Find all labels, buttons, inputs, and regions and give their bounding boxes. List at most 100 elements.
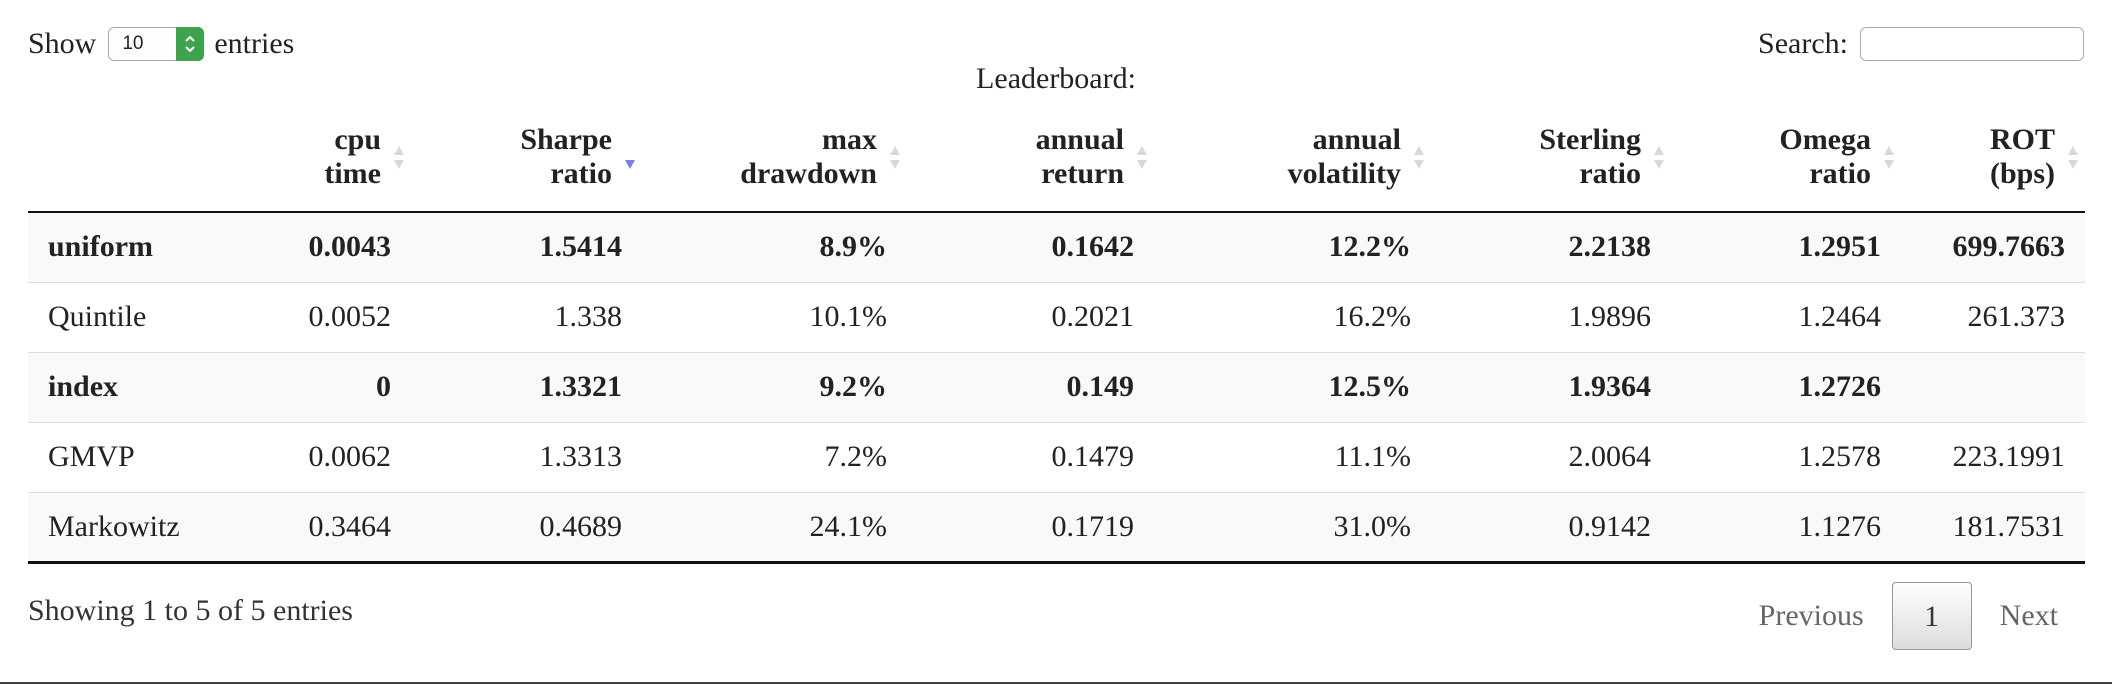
sort-both-icon [1137, 146, 1147, 169]
cell-cpu-time: 0.3464 [246, 491, 411, 564]
length-suffix-label: entries [214, 27, 295, 60]
column-header-annual-volatility[interactable]: annual volatility [1154, 110, 1431, 213]
column-header-max-drawdown[interactable]: max drawdown [642, 110, 907, 213]
cell-sharpe-ratio: 1.3313 [411, 421, 642, 492]
cell-max-drawdown: 7.2% [642, 421, 907, 492]
column-header-label: Omega [1779, 123, 1871, 156]
cell-sterling-ratio: 2.0064 [1431, 421, 1671, 492]
table-caption: Leaderboard: [976, 62, 1136, 95]
column-header-label: annual [1312, 123, 1401, 156]
table-row: index 0 1.3321 9.2% 0.149 12.5% 1.9364 1.2726 [28, 351, 2085, 422]
row-name-cell: Quintile [28, 281, 246, 352]
cell-sterling-ratio: 0.9142 [1431, 491, 1671, 564]
cell-sterling-ratio: 2.2138 [1568, 230, 1652, 264]
bottom-divider [0, 682, 2112, 684]
column-header-label: volatility [1287, 157, 1401, 190]
table-row: Quintile 0.0052 1.338 10.1% 0.2021 16.2% 1.989… [28, 281, 2085, 352]
column-header-label: return [1041, 157, 1124, 190]
row-name-cell: Markowitz [28, 491, 246, 564]
search-input[interactable] [1860, 27, 2084, 61]
sort-both-icon [2068, 146, 2078, 169]
cell-sterling-ratio: 1.9364 [1431, 351, 1671, 422]
cell-sterling-ratio: 1.9896 [1431, 281, 1671, 352]
cell-rot-bps: 181.7531 [1901, 491, 2085, 564]
cell-annual-return: 0.1719 [907, 491, 1154, 564]
column-header-sharpe-ratio[interactable]: Sharpe ratio [411, 110, 642, 213]
search-control: Search: [1758, 22, 2084, 66]
sort-both-icon [1884, 146, 1894, 169]
column-header-annual-return[interactable]: annual return [907, 110, 1154, 213]
table-row: uniform 0.0043 1.5414 8.9% 0.1642 12.2% 2.2138… [28, 212, 2085, 282]
cell-sharpe-ratio: 0.4689 [411, 491, 642, 564]
cell-rot-bps: 223.1991 [1901, 421, 2085, 492]
length-prefix-label: Show [28, 27, 97, 60]
cell-annual-volatility: 12.2% [1328, 230, 1412, 264]
column-header-label: time [324, 157, 381, 190]
cell-max-drawdown: 10.1% [642, 281, 907, 352]
column-header-rot-bps[interactable]: ROT (bps) [1901, 110, 2085, 213]
table-row: Markowitz 0.3464 0.4689 24.1% 0.1719 31.0% 0.9… [28, 491, 2085, 564]
cell-annual-return: 0.149 [907, 351, 1154, 422]
cell-omega-ratio: 1.2578 [1671, 421, 1901, 492]
cell-annual-return: 0.2021 [907, 281, 1154, 352]
sort-descending-icon [625, 160, 635, 169]
entries-length-control: Show 10 entries [28, 22, 294, 66]
sort-both-icon [890, 146, 900, 169]
cell-max-drawdown: 24.1% [642, 491, 907, 564]
cell-cpu-time: 0.0043 [308, 230, 392, 264]
column-header-label: Sterling [1539, 123, 1641, 156]
column-header-label: (bps) [1989, 157, 2055, 190]
column-header-label: Sharpe [520, 123, 612, 156]
column-header-sterling-ratio[interactable]: Sterling ratio [1431, 110, 1671, 213]
next-button[interactable]: Next [1999, 599, 2058, 632]
cell-annual-return: 0.1479 [907, 421, 1154, 492]
column-header-label: annual [1035, 123, 1124, 156]
column-header-cpu-time[interactable]: cpu time [246, 110, 411, 213]
leaderboard-table: cpu time Sharpe ratio max drawdown annual retur… [28, 110, 2085, 564]
cell-rot-bps: 699.7663 [1952, 230, 2066, 264]
column-header-omega-ratio[interactable]: Omega ratio [1671, 110, 1901, 213]
sort-both-icon [394, 146, 404, 169]
page-1-button[interactable]: 1 [1891, 582, 1972, 650]
cell-sharpe-ratio: 1.5414 [539, 230, 623, 264]
cell-max-drawdown: 9.2% [642, 351, 907, 422]
entries-length-value: 10 [122, 33, 144, 54]
row-name-cell: index [28, 351, 246, 422]
column-header-label: max [822, 123, 877, 156]
column-header-label: ratio [1809, 157, 1871, 190]
column-header-label: ratio [1579, 157, 1641, 190]
cell-annual-volatility: 11.1% [1154, 421, 1431, 492]
header-row: cpu time Sharpe ratio max drawdown annual retur… [28, 110, 2085, 213]
column-header-label: cpu [334, 123, 381, 156]
cell-cpu-time: 0.0052 [246, 281, 411, 352]
cell-sharpe-ratio: 1.338 [411, 281, 642, 352]
column-header-label: ROT [1989, 123, 2055, 156]
table-body: uniform 0.0043 1.5414 8.9% 0.1642 12.2% 2.2138… [28, 212, 2085, 564]
table-header: cpu time Sharpe ratio max drawdown annual retur… [28, 110, 2085, 213]
table-row: GMVP 0.0062 1.3313 7.2% 0.1479 11.1% 2.0064 1.2… [28, 421, 2085, 492]
cell-rot-bps: 261.373 [1901, 281, 2085, 352]
cell-cpu-time: 0 [246, 351, 411, 422]
cell-cpu-time: 0.0062 [246, 421, 411, 492]
row-name-cell: uniform [48, 230, 153, 264]
column-header-name [28, 110, 246, 213]
cell-annual-volatility: 16.2% [1154, 281, 1431, 352]
row-name-cell: GMVP [28, 421, 246, 492]
sort-both-icon [1414, 146, 1424, 169]
cell-omega-ratio: 1.2726 [1671, 351, 1901, 422]
pagination: Previous 1 Next [1733, 582, 2084, 650]
select-stepper-icon[interactable] [176, 27, 205, 61]
cell-max-drawdown: 8.9% [819, 230, 888, 264]
previous-button[interactable]: Previous [1758, 599, 1864, 632]
entries-length-select[interactable]: 10 [108, 27, 205, 61]
cell-annual-return: 0.1642 [1051, 230, 1135, 264]
cell-sharpe-ratio: 1.3321 [411, 351, 642, 422]
cell-annual-volatility: 12.5% [1154, 351, 1431, 422]
cell-omega-ratio: 1.2951 [1798, 230, 1882, 264]
column-header-label: ratio [550, 157, 612, 190]
column-header-label: drawdown [740, 157, 877, 190]
search-label: Search: [1758, 27, 1848, 60]
table-info: Showing 1 to 5 of 5 entries [28, 594, 353, 627]
sort-both-icon [1654, 146, 1664, 169]
